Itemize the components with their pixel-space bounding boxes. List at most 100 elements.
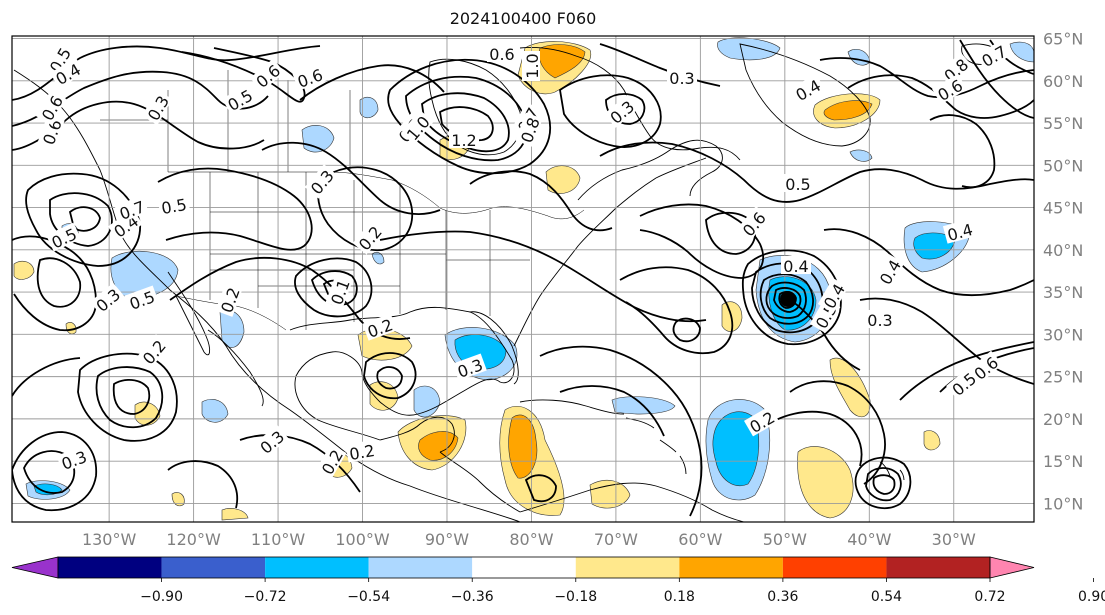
contour-label-background: [325, 274, 353, 309]
colorbar-swatch: [886, 557, 990, 578]
isoline: [421, 92, 510, 153]
contour-label-background: [50, 57, 85, 89]
north-america-pacific-coast: [13, 69, 521, 522]
contour-label-background: [215, 282, 243, 317]
isoline: [599, 43, 721, 87]
longitude-label: 80°W: [509, 530, 553, 549]
colorbar-tick-label: 0.72: [974, 589, 1005, 605]
gulf-of-california: [207, 329, 264, 407]
isoline: [539, 345, 703, 517]
contour-label-background: [667, 68, 697, 86]
negative-anomaly-core: [33, 483, 63, 496]
contour-label-background: [452, 353, 487, 381]
isoline: [865, 467, 902, 502]
contour-label-background: [292, 63, 327, 91]
longitude-label: 70°W: [594, 530, 638, 549]
latitude-label: 20°N: [1043, 410, 1083, 429]
contour-label: 0.3: [667, 68, 697, 88]
contour-label-background: [114, 195, 149, 223]
latitude-label: 60°N: [1043, 72, 1083, 91]
colorbar-tick-label: −0.36: [451, 589, 494, 605]
isoline: [859, 297, 1034, 385]
isoline: [157, 167, 313, 251]
contour-label-background: [46, 222, 81, 252]
colorbar-swatch: [679, 557, 783, 578]
colorbar-extension-high: [989, 556, 1035, 579]
isoline: [819, 57, 1034, 99]
isoline: [317, 166, 414, 252]
contour-label-background: [56, 445, 91, 473]
yucatan: [379, 416, 455, 453]
isoline: [77, 352, 178, 442]
negative-anomaly-area: [717, 37, 781, 61]
latitude-label: 25°N: [1043, 368, 1083, 387]
colorbar-frame: [57, 556, 991, 579]
latitude-label: 40°N: [1043, 241, 1083, 260]
contour-label: 0.4: [781, 256, 811, 276]
contour-label-background: [43, 42, 75, 77]
isoline: [854, 456, 912, 510]
canada-atlantic: [577, 139, 723, 201]
isoline: [524, 474, 557, 503]
isoline: [639, 203, 764, 279]
positive-anomaly-area: [171, 492, 185, 507]
contour-label-text: 0.6: [489, 45, 514, 64]
colorbar-tick-label: −0.18: [554, 589, 597, 605]
contour-label-background: [400, 110, 434, 145]
isoline: [379, 230, 707, 323]
isoline: [469, 170, 613, 232]
negative-anomaly-area: [371, 252, 385, 265]
isoline: [789, 380, 886, 485]
colorbar-swatch: [58, 557, 162, 578]
positive-anomaly-area: [923, 430, 941, 451]
isoline: [239, 434, 361, 493]
isoline: [847, 74, 1034, 119]
isoline: [95, 366, 164, 429]
contour-label: 1.2: [449, 130, 479, 150]
positive-anomaly-core: [538, 44, 586, 79]
isoline: [705, 211, 757, 255]
colorbar-extension-low: [11, 556, 59, 579]
isoline: [68, 206, 101, 232]
isoline: [387, 58, 552, 175]
colorbar-tick-label: −0.72: [244, 589, 287, 605]
contour-label-background: [968, 350, 1003, 384]
contour-label-background: [976, 39, 1011, 71]
negative-anomaly-core: [913, 232, 956, 260]
positive-anomaly-area: [545, 165, 581, 194]
isoline: [899, 341, 1034, 401]
negative-anomaly-area: [1009, 41, 1034, 63]
contour-label-text: 0.3: [867, 311, 892, 330]
isoline: [929, 114, 996, 189]
isoline: [765, 281, 807, 319]
contour-label-background: [515, 112, 543, 147]
baja-california: [167, 271, 211, 356]
isoline: [25, 172, 141, 267]
contour-label-text: 0.5: [160, 195, 188, 218]
isoline: [294, 257, 373, 318]
us-east-coast: [513, 157, 707, 347]
longitude-label: 40°W: [847, 530, 891, 549]
contour-label: 0.6: [487, 44, 517, 64]
us-canada-border: [168, 171, 585, 220]
contour-label-background: [362, 313, 397, 341]
isoline: [12, 431, 97, 512]
latitude-label: 50°N: [1043, 156, 1083, 175]
longitude-label: 120°W: [166, 530, 221, 549]
latitude-label: 10°N: [1043, 494, 1083, 513]
longitude-label: 30°W: [932, 530, 976, 549]
colorbar-swatch: [265, 557, 369, 578]
contour-label: 1.0: [522, 51, 542, 81]
contour-label-background: [37, 114, 65, 149]
contour-label-background: [352, 220, 386, 255]
colorbar-swatch: [472, 557, 576, 578]
coastlines: [13, 43, 1001, 522]
south-america-coast: [519, 482, 745, 522]
colorbar-tick-label: 0.36: [767, 589, 798, 605]
contour-label-text: 0.2: [348, 441, 376, 464]
contour-label-background: [304, 164, 338, 199]
positive-anomaly-area: [221, 508, 249, 521]
contour-label: 0.5: [124, 285, 159, 314]
longitude-label: 130°W: [82, 530, 137, 549]
latitude-label: 35°N: [1043, 283, 1083, 302]
